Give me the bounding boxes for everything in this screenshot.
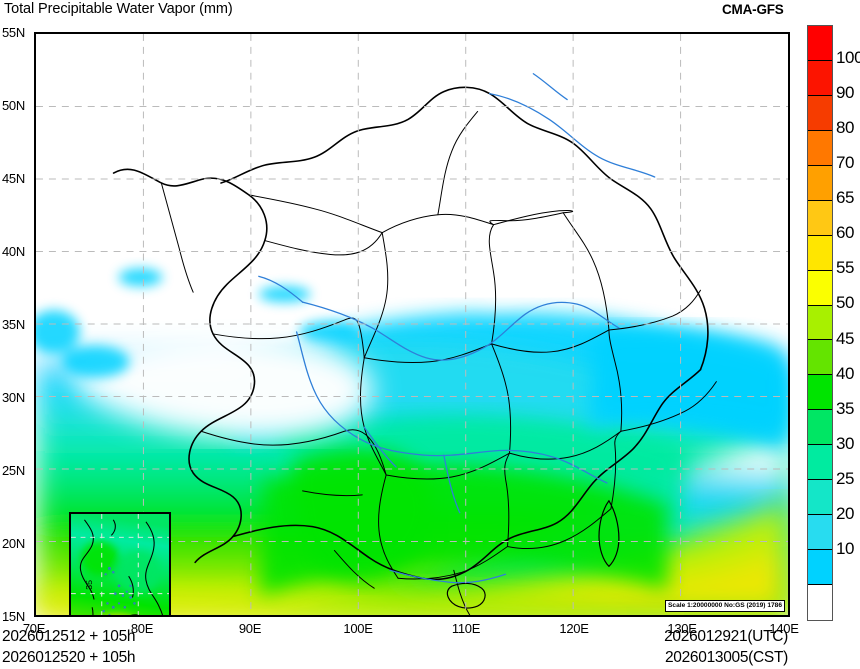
- colorbar-band-16: [808, 585, 832, 620]
- lat-label-25n: 25N: [2, 463, 25, 478]
- svg-text:35: 35: [84, 580, 94, 590]
- colorbar-tick-80: 80: [836, 118, 855, 138]
- model-label: CMA-GFS: [722, 2, 784, 17]
- colorbar-band-7: [808, 270, 832, 306]
- lon-label-120e: 120E: [559, 621, 589, 636]
- inset-heatmap: 35: [71, 514, 169, 615]
- colorbar-tick-50: 50: [836, 293, 855, 313]
- colorbar-band-5: [808, 200, 832, 236]
- colorbar-band-14: [808, 515, 832, 551]
- colorbar-tick-30: 30: [836, 433, 855, 453]
- colorbar-band-10: [808, 375, 832, 411]
- footer-valid-time-cst: 2026013005(CST): [664, 649, 788, 666]
- lon-label-70e: 70E: [22, 621, 46, 636]
- colorbar-tick-90: 90: [836, 83, 855, 103]
- colorbar-tick-40: 40: [836, 363, 855, 383]
- lat-label-50n: 50N: [2, 98, 25, 113]
- colorbar-tick-25: 25: [836, 468, 855, 488]
- colorbar-band-9: [808, 340, 832, 376]
- colorbar-band-0: [808, 26, 832, 61]
- lat-label-45n: 45N: [2, 171, 25, 186]
- lon-label-100e: 100E: [343, 621, 373, 636]
- inset-map-south-china-sea[interactable]: 35 Scale 1:40000000: [69, 512, 171, 615]
- lon-label-110e: 110E: [451, 621, 481, 636]
- colorbar-band-15: [808, 550, 832, 585]
- footer-valid-time-utc: 2026012921(UTC): [664, 628, 788, 645]
- colorbar-tick-100: 100: [836, 48, 860, 68]
- lat-label-20n: 20N: [2, 536, 25, 551]
- lat-label-30n: 30N: [2, 390, 25, 405]
- colorbar-band-3: [808, 130, 832, 166]
- lat-label-55n: 55N: [2, 25, 25, 40]
- map-scale-note: Scale 1:20000000 No:GS (2019) 1786: [665, 600, 785, 612]
- colorbar-band-8: [808, 305, 832, 341]
- colorbar-band-1: [808, 60, 832, 96]
- lat-label-15n: 15N: [2, 609, 25, 624]
- lat-label-40n: 40N: [2, 244, 25, 259]
- colorbar[interactable]: [807, 25, 833, 621]
- colorbar-band-2: [808, 95, 832, 131]
- colorbar-tick-65: 65: [836, 188, 855, 208]
- colorbar-tick-55: 55: [836, 258, 855, 278]
- colorbar-tick-10: 10: [836, 538, 855, 558]
- colorbar-band-12: [808, 445, 832, 481]
- lon-label-80e: 80E: [130, 621, 154, 636]
- colorbar-tick-70: 70: [836, 153, 855, 173]
- lon-label-90e: 90E: [238, 621, 262, 636]
- colorbar-band-6: [808, 235, 832, 271]
- map-panel[interactable]: 35 Scale 1:40000000 Scale 1:20000000 No:…: [34, 32, 790, 617]
- colorbar-tick-35: 35: [836, 398, 855, 418]
- colorbar-band-4: [808, 165, 832, 201]
- colorbar-tick-45: 45: [836, 328, 855, 348]
- lon-label-140e: 140E: [769, 621, 799, 636]
- colorbar-band-11: [808, 410, 832, 446]
- page-title: Total Precipitable Water Vapor (mm): [4, 1, 233, 17]
- footer-init-time-2: 2026012520 + 105h: [2, 649, 136, 666]
- footer-init-time-1: 2026012512 + 105h: [2, 628, 136, 645]
- lat-label-35n: 35N: [2, 317, 25, 332]
- colorbar-tick-20: 20: [836, 503, 855, 523]
- precipitable-water-heatmap: [36, 34, 788, 615]
- colorbar-band-13: [808, 480, 832, 516]
- colorbar-tick-60: 60: [836, 223, 855, 243]
- lon-label-130e: 130E: [667, 621, 697, 636]
